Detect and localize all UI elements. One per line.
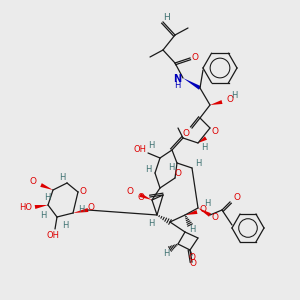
Text: H: H (44, 194, 50, 202)
Text: O: O (182, 128, 190, 137)
Polygon shape (183, 78, 201, 90)
Text: O: O (212, 127, 218, 136)
Text: O: O (226, 95, 233, 104)
Text: O: O (175, 169, 182, 178)
Text: H: H (163, 250, 169, 259)
Polygon shape (198, 208, 211, 217)
Text: O: O (190, 260, 196, 268)
Polygon shape (185, 210, 197, 215)
Text: N: N (173, 74, 181, 84)
Text: O: O (200, 205, 206, 214)
Polygon shape (210, 100, 223, 105)
Text: O: O (88, 202, 94, 211)
Text: O: O (29, 176, 37, 185)
Text: H: H (201, 143, 207, 152)
Text: OH: OH (134, 146, 146, 154)
Text: H: H (174, 82, 180, 91)
Polygon shape (40, 183, 53, 190)
Text: H: H (231, 91, 237, 100)
Text: O: O (137, 193, 145, 202)
Text: H: H (168, 164, 174, 172)
Text: O: O (212, 214, 218, 223)
Text: H: H (189, 226, 195, 235)
Polygon shape (139, 193, 152, 200)
Text: H: H (195, 158, 201, 167)
Text: OH: OH (46, 232, 59, 241)
Text: H: H (148, 218, 154, 227)
Text: H: H (78, 205, 84, 214)
Text: H: H (62, 220, 68, 230)
Text: O: O (127, 188, 134, 196)
Text: O: O (188, 253, 196, 262)
Text: O: O (191, 53, 199, 62)
Text: H: H (148, 142, 154, 151)
Text: O: O (233, 194, 241, 202)
Polygon shape (35, 205, 48, 209)
Text: HO: HO (20, 202, 32, 211)
Polygon shape (73, 208, 88, 213)
Text: H: H (204, 199, 210, 208)
Text: H: H (145, 164, 151, 173)
Polygon shape (198, 136, 207, 143)
Text: H: H (40, 211, 46, 220)
Text: H: H (163, 13, 170, 22)
Text: H: H (59, 172, 65, 182)
Text: O: O (80, 188, 86, 196)
